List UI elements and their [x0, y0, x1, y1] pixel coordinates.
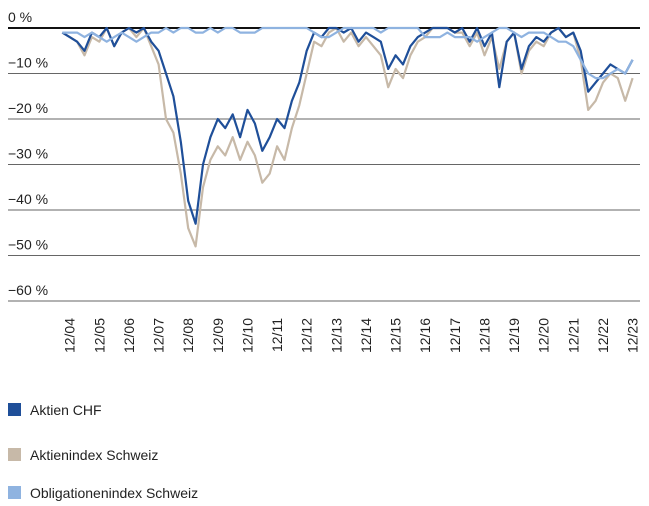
legend-swatch [8, 403, 21, 416]
x-tick-label: 12/05 [91, 318, 107, 353]
x-tick-label: 12/06 [121, 318, 137, 353]
legend-label: Obligationenindex Schweiz [30, 485, 198, 501]
x-tick-label: 12/13 [328, 318, 344, 353]
x-tick-label: 12/16 [417, 318, 433, 353]
x-tick-label: 12/10 [239, 318, 255, 353]
x-tick-label: 12/23 [625, 318, 641, 353]
x-tick-label: 12/19 [506, 318, 522, 353]
legend-label: Aktien CHF [30, 402, 102, 418]
y-tick-label: −20 % [8, 100, 48, 116]
x-tick-label: 12/07 [151, 318, 167, 353]
x-tick-label: 12/09 [210, 318, 226, 353]
x-tick-label: 12/21 [565, 318, 581, 353]
x-tick-label: 12/12 [299, 318, 315, 353]
x-tick-label: 12/04 [62, 318, 78, 353]
x-tick-label: 12/17 [447, 318, 463, 353]
series-line [61, 26, 634, 225]
series-line [61, 26, 634, 248]
legend-label: Aktienindex Schweiz [30, 447, 158, 463]
legend-swatch [8, 448, 21, 461]
x-tick-label: 12/14 [358, 318, 374, 353]
y-tick-label: −30 % [8, 146, 48, 162]
y-tick-label: −50 % [8, 237, 48, 253]
y-tick-label: −60 % [8, 282, 48, 298]
y-tick-label: −40 % [8, 191, 48, 207]
y-tick-label: −10 % [8, 55, 48, 71]
x-tick-label: 12/22 [595, 318, 611, 353]
x-tick-label: 12/15 [388, 318, 404, 353]
series-line [62, 26, 634, 80]
x-tick-label: 12/18 [476, 318, 492, 353]
x-tick-label: 12/08 [180, 318, 196, 353]
y-tick-label: 0 % [8, 9, 32, 25]
x-tick-label: 12/11 [269, 318, 285, 352]
legend-swatch [8, 486, 21, 499]
x-tick-label: 12/20 [536, 318, 552, 353]
